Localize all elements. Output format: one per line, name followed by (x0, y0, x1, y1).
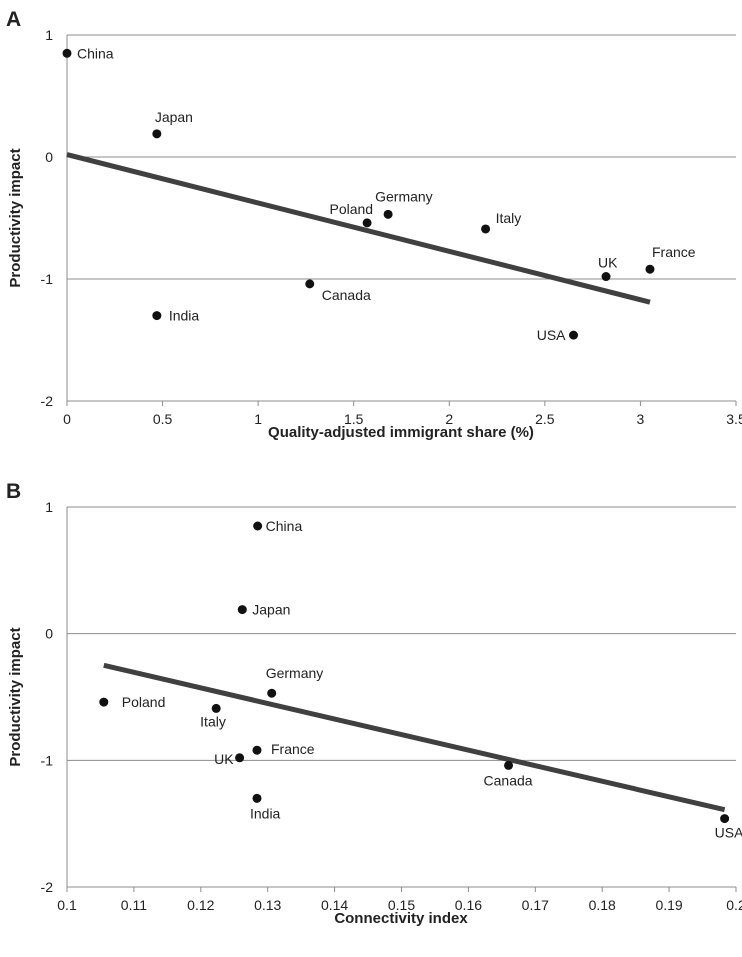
data-point (253, 521, 263, 531)
y-axis-title: Productivity impact (7, 627, 24, 766)
x-tick-label: 3.5 (726, 411, 742, 427)
point-label: Canada (322, 287, 371, 303)
data-point (235, 753, 245, 763)
panel-b: B 1 0 -1 -20.1 0.11 0.12 0.13 0.14 0.15 0.16 0.17 0.… (6, 480, 742, 927)
x-tick-label: 1 (254, 411, 262, 427)
data-point (152, 311, 162, 321)
x-tick-label: 0.18 (589, 897, 616, 913)
data-point (62, 48, 72, 58)
data-point (569, 330, 579, 340)
point-label: Italy (200, 713, 226, 729)
x-tick-label: 0.11 (121, 897, 147, 913)
x-tick-label: 0 (63, 411, 71, 427)
y-tick-label: 0 (45, 149, 53, 165)
point-label: France (271, 741, 315, 757)
point-label: India (250, 805, 281, 821)
data-point (99, 697, 109, 707)
data-point (601, 272, 611, 282)
x-tick-label: 0.2 (726, 897, 742, 913)
point-label: Italy (496, 210, 522, 226)
data-point (267, 688, 277, 698)
y-tick-label: 1 (45, 27, 53, 43)
point-label: UK (214, 751, 234, 767)
point-label: USA (715, 825, 742, 841)
x-tick-label: 0.16 (455, 897, 482, 913)
y-tick-label: -2 (41, 393, 54, 409)
x-tick-label: 0.14 (321, 897, 348, 913)
point-label: Germany (375, 188, 433, 204)
point-label: Canada (484, 772, 533, 788)
data-point (252, 745, 262, 755)
point-label: Germany (266, 665, 324, 681)
point-label: Japan (252, 602, 290, 618)
y-tick-label: 1 (45, 499, 53, 515)
point-label: Japan (155, 109, 193, 125)
point-label: France (652, 244, 696, 260)
y-tick-label: -2 (41, 879, 54, 895)
data-point (252, 793, 262, 803)
x-tick-label: 0.5 (153, 411, 173, 427)
x-tick-label: 0.12 (187, 897, 214, 913)
data-point (504, 760, 514, 770)
x-axis-title: Quality-adjusted immigrant share (%) (268, 424, 534, 441)
x-tick-label: 0.17 (522, 897, 549, 913)
point-label: USA (537, 327, 566, 343)
x-tick-label: 2 (445, 411, 453, 427)
x-tick-label: 1.5 (344, 411, 364, 427)
point-label: UK (598, 255, 618, 271)
x-tick-label: 3 (637, 411, 645, 427)
x-tick-label: 0.15 (388, 897, 415, 913)
point-label: China (77, 45, 114, 61)
x-tick-label: 0.1 (57, 897, 77, 913)
point-label: Poland (122, 694, 166, 710)
point-label: China (266, 518, 303, 534)
data-point (152, 129, 162, 139)
data-point (305, 279, 315, 289)
point-label: India (169, 308, 200, 324)
data-point (362, 218, 372, 228)
panel-letter: B (6, 480, 21, 503)
panel-letter: A (6, 8, 21, 31)
x-axis-title: Connectivity index (334, 910, 468, 927)
y-tick-label: -1 (41, 271, 54, 287)
data-point (645, 264, 655, 274)
panel-a: A 1 0 -1 -2 0 0.5 1 1.5 2 2.5 3 3.5 Quality-adjusted … (6, 8, 742, 441)
data-point (383, 209, 393, 219)
x-tick-label: 0.13 (254, 897, 281, 913)
point-label: Poland (330, 201, 374, 217)
y-tick-label: -1 (41, 752, 54, 768)
y-axis-title: Productivity impact (7, 148, 24, 287)
trend-line (103, 662, 726, 813)
data-point (720, 814, 730, 824)
data-point (211, 703, 221, 713)
data-point (481, 224, 491, 234)
data-point (237, 605, 247, 615)
x-tick-label: 0.19 (655, 897, 682, 913)
trend-line (66, 152, 651, 305)
x-tick-label: 2.5 (535, 411, 555, 427)
y-tick-label: 0 (45, 626, 53, 642)
